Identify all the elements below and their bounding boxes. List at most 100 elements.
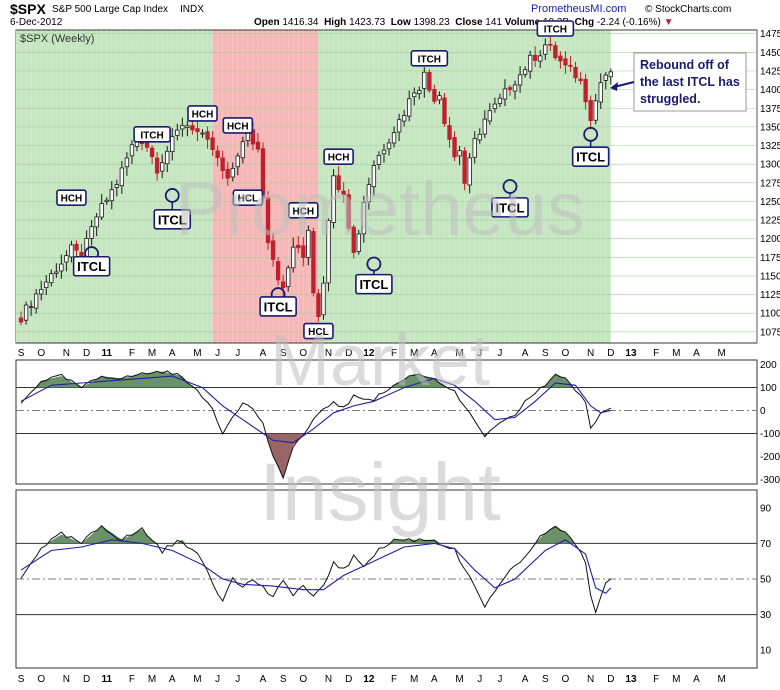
note-line: Rebound off of xyxy=(640,58,730,72)
y-tick-label: 1075 xyxy=(760,327,780,338)
y-tick-label: 1250 xyxy=(760,197,780,208)
candle-body xyxy=(366,184,372,203)
candle-body xyxy=(598,82,603,103)
label-circle xyxy=(502,179,518,194)
candle xyxy=(296,235,301,254)
candle xyxy=(366,177,372,210)
candle xyxy=(447,116,452,148)
x-tick-label-bottom: F xyxy=(653,674,659,685)
candle xyxy=(291,237,296,273)
y-tick-label: 1400 xyxy=(760,85,780,96)
y-tick-label: 1450 xyxy=(760,48,780,59)
candle-body xyxy=(200,132,205,135)
x-tick-label-bottom: J xyxy=(477,674,482,685)
candle-body xyxy=(472,138,477,158)
x-tick-label: F xyxy=(653,348,659,359)
x-tick-label: M xyxy=(193,348,201,359)
candle-body xyxy=(371,165,377,188)
site-label[interactable]: PrometheusMI.com xyxy=(531,3,627,15)
candle xyxy=(603,72,608,90)
candle-body xyxy=(442,97,447,125)
label-text: HCH xyxy=(227,121,249,132)
chart-date: 6-Dec-2012 xyxy=(10,17,63,28)
candle xyxy=(573,61,578,83)
candle xyxy=(563,51,568,74)
label-box xyxy=(153,208,192,230)
open-label: Open xyxy=(254,17,280,28)
oscillator-fill xyxy=(265,433,305,480)
candle-body xyxy=(39,288,44,295)
y-tick-label: 50 xyxy=(760,575,772,586)
exchange-label: INDX xyxy=(180,4,204,15)
x-tick-label-bottom: F xyxy=(129,674,135,685)
label-text: HCH xyxy=(292,206,314,217)
oscillator-fill xyxy=(35,371,194,388)
candle xyxy=(432,84,437,104)
oscillator-fill xyxy=(47,525,156,544)
candle-body xyxy=(99,203,104,218)
candle xyxy=(538,50,543,68)
oscillator-signal-line xyxy=(20,539,612,594)
candle-body xyxy=(517,74,523,86)
candle xyxy=(54,263,59,279)
pattern-label-itcl: ITCL xyxy=(571,126,610,167)
candle-body xyxy=(321,282,326,316)
candle-body xyxy=(417,90,422,95)
provider-label[interactable]: © StockCharts.com xyxy=(645,4,732,15)
candle-body xyxy=(220,157,225,171)
candle-body xyxy=(422,71,427,89)
candle-body xyxy=(492,103,498,110)
y-tick-label: 10 xyxy=(760,646,772,657)
x-tick-label-bottom: O xyxy=(299,674,307,685)
candle-body xyxy=(255,141,261,150)
zone-green-0 xyxy=(16,30,213,343)
candle-body xyxy=(286,267,291,288)
label-text: ITCL xyxy=(576,150,605,165)
candle-body xyxy=(331,175,336,223)
candle-body xyxy=(563,58,568,66)
candle xyxy=(482,110,487,138)
label-box xyxy=(56,189,87,206)
candle-body xyxy=(593,100,598,121)
candle xyxy=(578,72,583,85)
x-tick-label-bottom: S xyxy=(542,674,549,685)
candle xyxy=(149,145,155,165)
candle xyxy=(316,288,321,322)
y-tick-label: 70 xyxy=(760,539,772,550)
candle xyxy=(553,41,558,61)
x-tick-label: M xyxy=(148,348,156,359)
oscillator-fill xyxy=(535,525,576,544)
x-tick-label-bottom: M xyxy=(672,674,680,685)
candle-body xyxy=(124,157,130,168)
candle xyxy=(119,161,125,194)
candle xyxy=(472,131,477,164)
candle-body xyxy=(396,119,402,133)
label-box xyxy=(323,148,354,165)
watermark-word: Prometheus xyxy=(175,167,585,252)
candle xyxy=(346,188,351,232)
candle xyxy=(376,151,382,170)
candle-body xyxy=(49,273,54,284)
candle xyxy=(225,161,230,186)
label-box xyxy=(571,146,610,167)
candle-body xyxy=(427,72,432,91)
candle xyxy=(497,93,503,108)
x-tick-label-bottom: N xyxy=(325,674,332,685)
annotations: Rebound off of the last ITCL has struggled… xyxy=(610,52,747,112)
candle xyxy=(114,179,119,197)
candle xyxy=(407,90,412,122)
candle xyxy=(492,97,498,113)
oscillator-fill xyxy=(390,373,448,388)
x-tick-label: O xyxy=(37,348,45,359)
candle xyxy=(235,152,240,176)
pattern-label-itcl: ITCL xyxy=(259,287,297,317)
candle-body xyxy=(407,98,412,117)
candle-body xyxy=(160,162,165,172)
candle xyxy=(462,146,467,191)
oscillator-panel-1: 200 100 0 -100 -200 -300 xyxy=(15,359,780,486)
candle xyxy=(185,120,190,137)
x-tick-label: 11 xyxy=(101,348,112,359)
label-box xyxy=(133,126,171,143)
candle xyxy=(270,232,276,267)
